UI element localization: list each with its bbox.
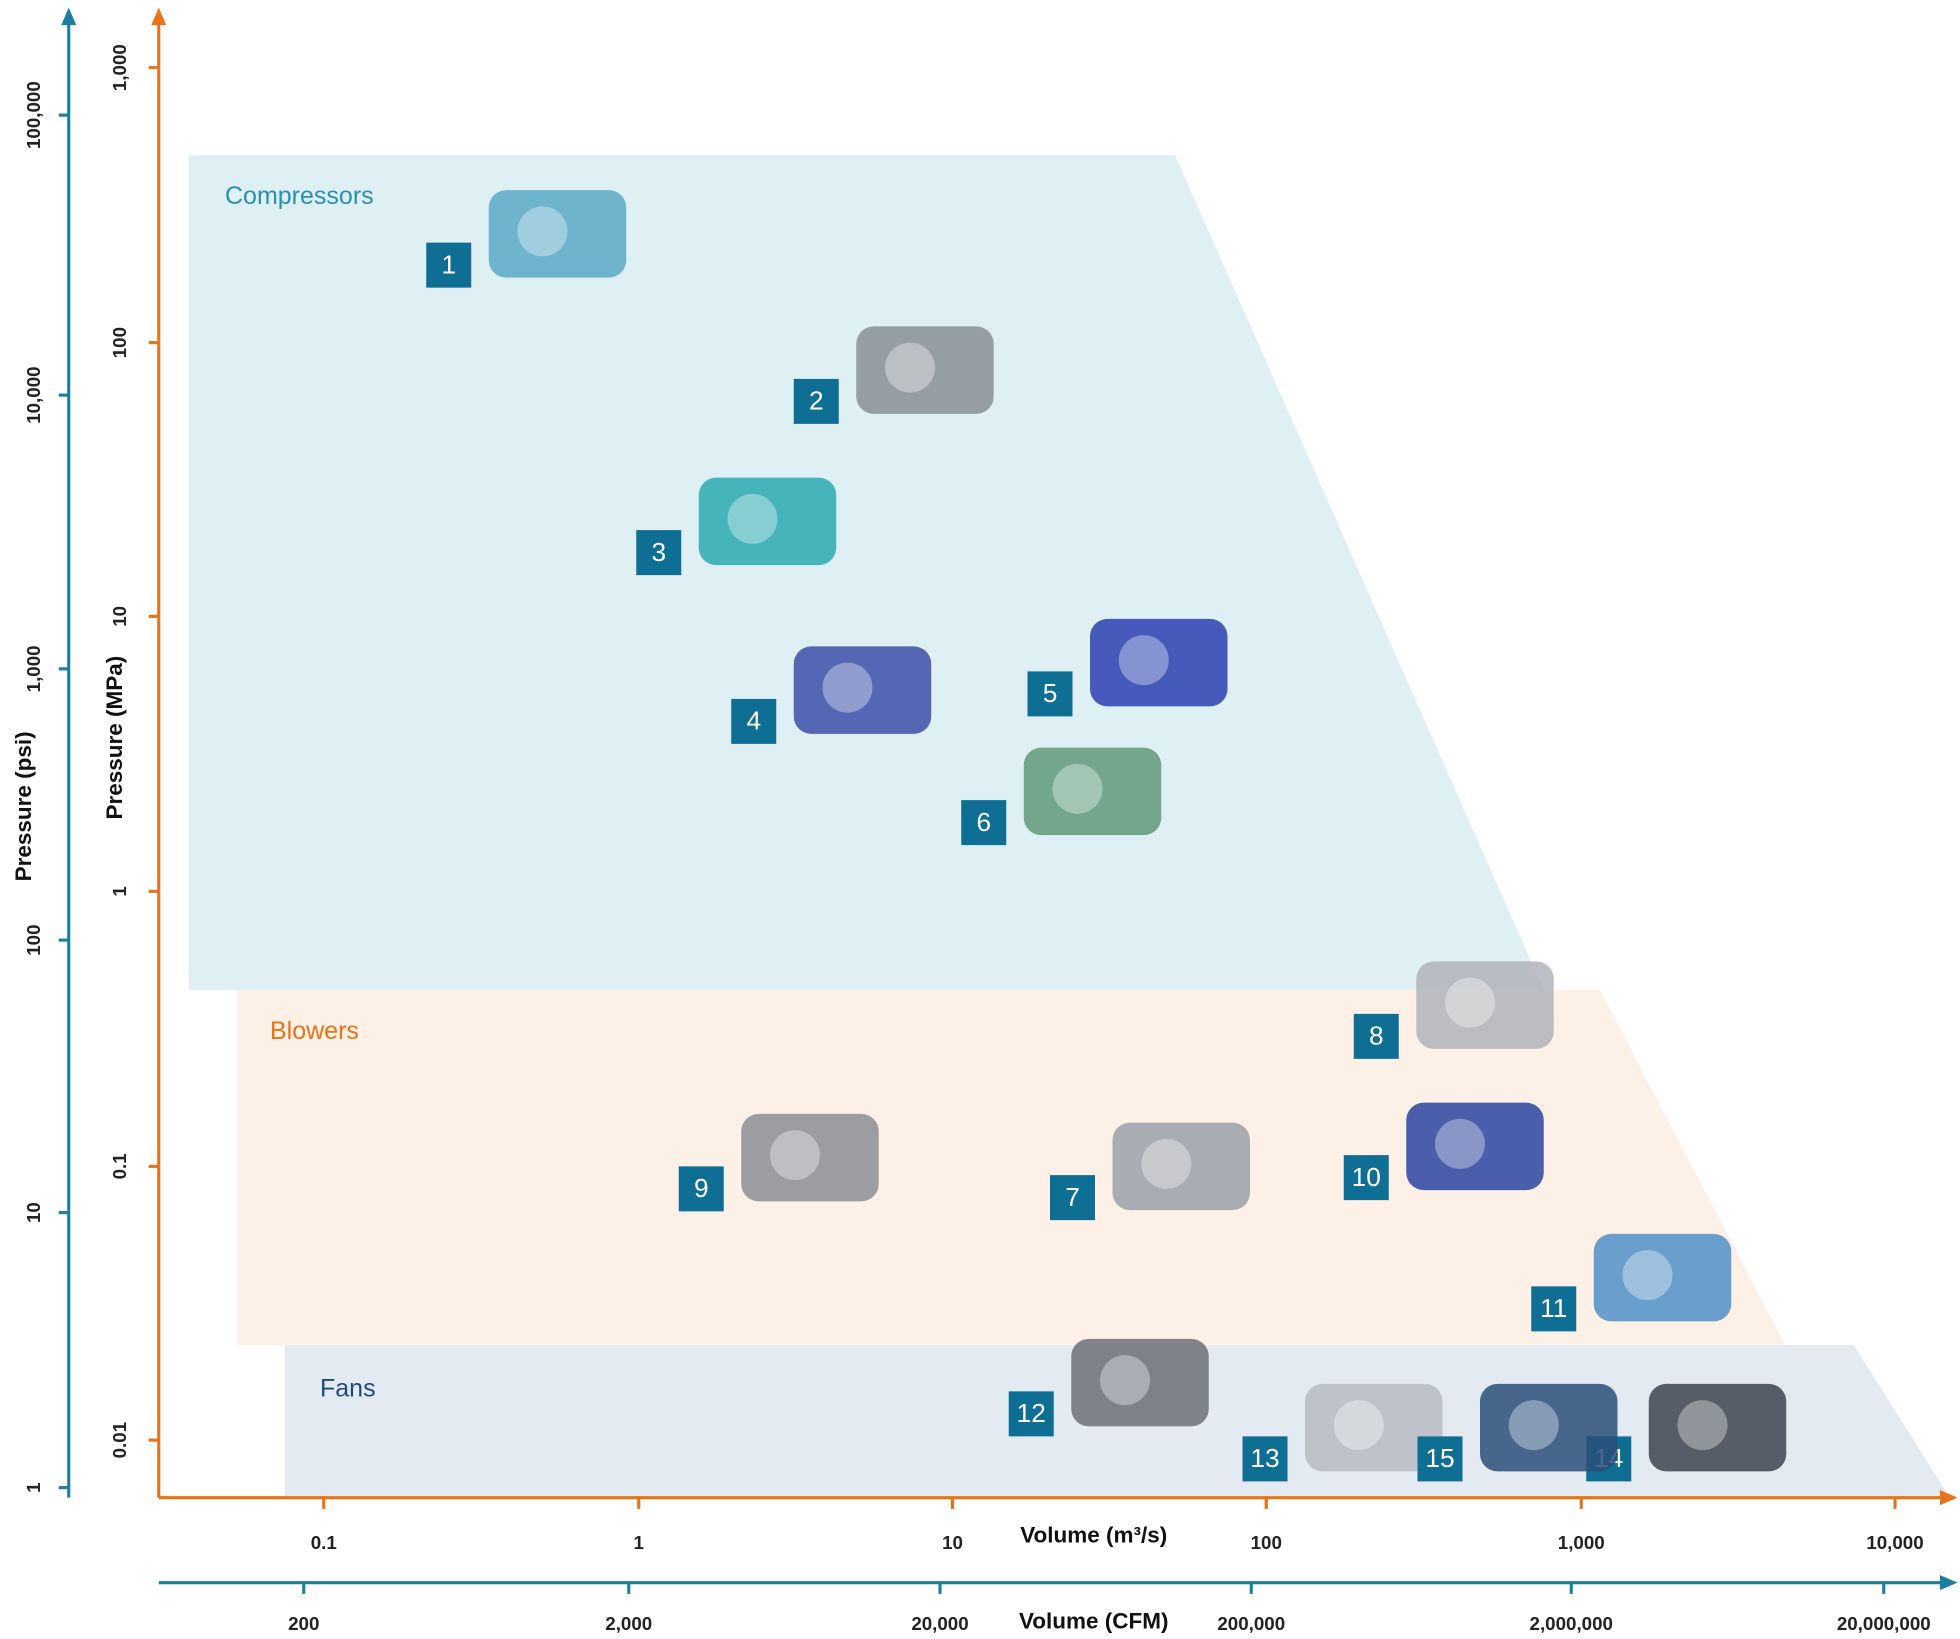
machine-number: 15 bbox=[1425, 1443, 1454, 1473]
x-tick-label: 2,000,000 bbox=[1530, 1613, 1613, 1634]
machine-image-detail bbox=[1623, 1250, 1673, 1300]
x-tick-label: 200,000 bbox=[1217, 1613, 1285, 1634]
machine-number: 10 bbox=[1352, 1162, 1381, 1192]
y-tick-label: 10 bbox=[109, 606, 130, 627]
machine-image-detail bbox=[1053, 764, 1103, 814]
x-tick-label: 100 bbox=[1251, 1532, 1282, 1553]
machine-number: 7 bbox=[1065, 1182, 1080, 1212]
machine-number: 4 bbox=[746, 706, 761, 736]
x-tick-label: 20,000,000 bbox=[1837, 1613, 1931, 1634]
machine-number: 9 bbox=[694, 1173, 709, 1203]
y-tick-label: 1,000 bbox=[109, 44, 130, 91]
y-tick-label: 1 bbox=[23, 1482, 44, 1492]
x-tick-label: 1,000 bbox=[1558, 1532, 1605, 1553]
x-tick-label: 200 bbox=[288, 1613, 319, 1634]
x-axis-title: Volume (m³/s) bbox=[1020, 1522, 1167, 1547]
x-tick-label: 10 bbox=[942, 1532, 963, 1553]
machine-image-detail bbox=[885, 343, 935, 393]
machine-number: 12 bbox=[1017, 1398, 1046, 1428]
machine-number: 6 bbox=[976, 807, 991, 837]
y-tick-label: 100,000 bbox=[23, 81, 44, 149]
y-axis-title: Pressure (MPa) bbox=[102, 656, 127, 820]
x-axis-title: Volume (CFM) bbox=[1019, 1609, 1169, 1634]
machine-image-detail bbox=[1678, 1400, 1728, 1450]
y-tick-label: 10 bbox=[23, 1202, 44, 1223]
compressors-region bbox=[189, 155, 1544, 990]
machine-image-detail bbox=[1509, 1400, 1559, 1450]
machine-image-detail bbox=[770, 1130, 820, 1180]
machine-number: 1 bbox=[441, 249, 456, 279]
machine-image-detail bbox=[518, 206, 568, 256]
machine-number: 8 bbox=[1369, 1021, 1384, 1051]
machine-image-detail bbox=[1445, 978, 1495, 1028]
machine-image-detail bbox=[728, 494, 778, 544]
machine-number: 5 bbox=[1043, 678, 1058, 708]
region-label: Compressors bbox=[225, 182, 374, 210]
machine-image-detail bbox=[1141, 1139, 1191, 1189]
x-tick-label: 2,000 bbox=[605, 1613, 652, 1634]
machine-image-detail bbox=[1435, 1119, 1485, 1169]
machine-number: 13 bbox=[1250, 1443, 1279, 1473]
machine-number: 3 bbox=[651, 537, 666, 567]
y-axis-title: Pressure (psi) bbox=[11, 731, 36, 881]
x-tick-label: 1 bbox=[634, 1532, 644, 1553]
x-tick-label: 20,000 bbox=[911, 1613, 968, 1634]
y-tick-label: 1,000 bbox=[23, 645, 44, 692]
region-label: Fans bbox=[320, 1375, 376, 1403]
x-tick-label: 0.1 bbox=[311, 1532, 337, 1553]
machine-image-detail bbox=[823, 663, 873, 713]
machine-number: 11 bbox=[1540, 1293, 1567, 1323]
machine-image-detail bbox=[1100, 1355, 1150, 1405]
y-tick-label: 100 bbox=[23, 924, 44, 955]
machine-image-detail bbox=[1119, 635, 1169, 685]
machine-image-detail bbox=[1334, 1400, 1384, 1450]
region-label: Blowers bbox=[270, 1017, 359, 1045]
chart: Compressors Blowers Fans Pressure (psi) … bbox=[0, 0, 1960, 1639]
y-tick-label: 100 bbox=[109, 327, 130, 358]
machine-number: 2 bbox=[809, 386, 824, 416]
y-tick-label: 0.01 bbox=[109, 1422, 130, 1459]
y-tick-label: 0.1 bbox=[109, 1153, 130, 1179]
y-tick-label: 1 bbox=[109, 886, 130, 896]
x-tick-label: 10,000 bbox=[1866, 1532, 1923, 1553]
y-tick-label: 10,000 bbox=[23, 366, 44, 423]
